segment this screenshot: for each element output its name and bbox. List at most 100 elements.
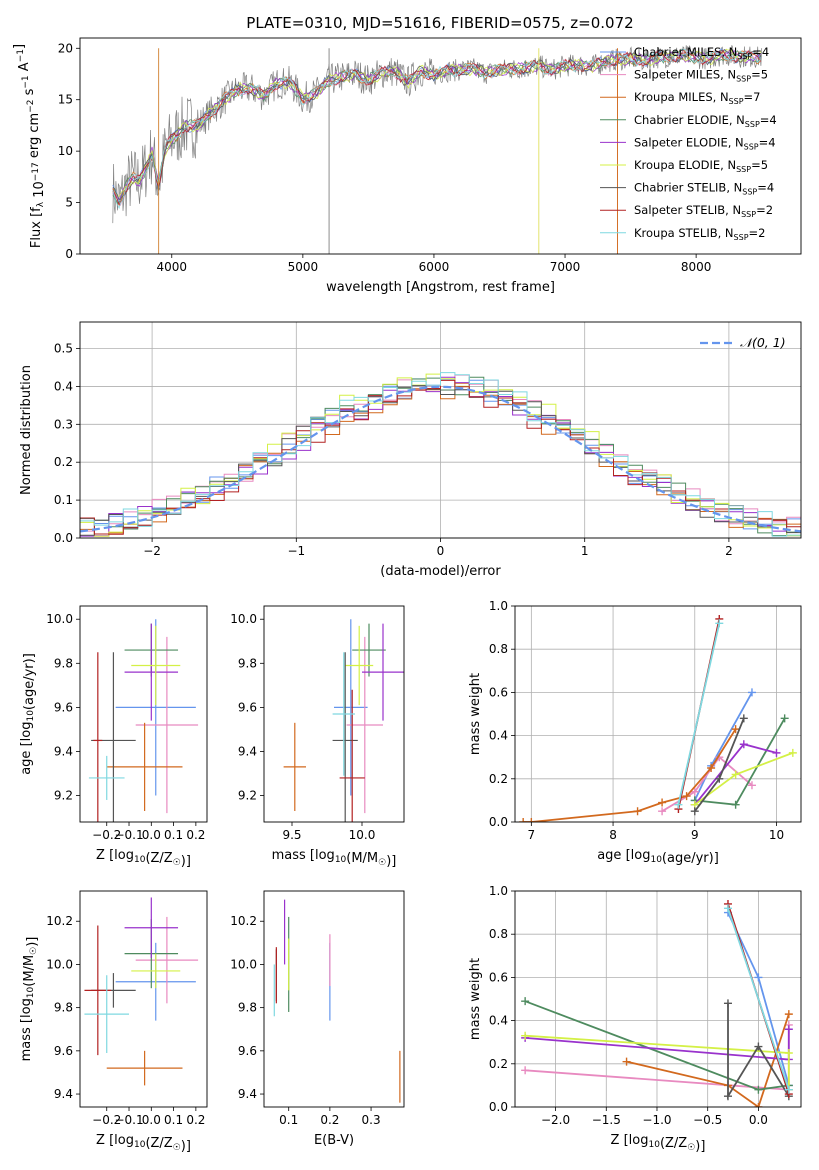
x-axis-label: age [log10(age/yr)] [597, 848, 719, 866]
spectrum-model-line [112, 49, 761, 201]
x-tick-label: −0.2 [92, 828, 121, 842]
label-span: mass weight [468, 958, 483, 1040]
legend-sub: SSP [729, 97, 744, 106]
label-span: (age/yr)] [22, 653, 37, 710]
y-tick-label: 10.0 [230, 612, 257, 626]
weight-marker [723, 904, 732, 913]
y-tick-label: 9.8 [238, 656, 257, 670]
weight-marker [788, 748, 797, 757]
legend-text: Kroupa MILES, N [634, 90, 729, 104]
legend-label: Chabrier STELIB, NSSP=4 [634, 181, 774, 197]
weight-marker [527, 818, 536, 822]
x-axis-label: E(B-V) [314, 1133, 354, 1148]
weight-marker [658, 798, 667, 807]
x-axis-label: Z [log10(Z/Z☉)] [611, 1133, 706, 1154]
label-span: Z [ [96, 1133, 114, 1148]
label-span: λ [36, 201, 46, 207]
legend-text: Salpeter ELODIE, N [634, 135, 744, 149]
legend-tail: =4 [752, 45, 769, 59]
label-span: (M/M [22, 955, 37, 987]
y-axis-label: age [log10(age/yr)] [19, 653, 37, 775]
y-tick-label: 9.4 [238, 1087, 257, 1101]
legend-tail: =2 [749, 226, 766, 240]
weight_vs_Z-plot [521, 899, 793, 1107]
errorbar-point [339, 689, 365, 822]
weight-marker [754, 1042, 763, 1051]
weight-marker [674, 800, 683, 809]
y-tick-label: 20 [58, 41, 73, 55]
x-tick-label: 0.1 [279, 1113, 298, 1127]
legend-tail: =4 [759, 135, 776, 149]
y-tick-label: 0.2 [489, 1057, 508, 1071]
errorbar-point [345, 625, 374, 706]
spectrum-title: PLATE=0310, MJD=51616, FIBERID=0575, z=0… [246, 14, 633, 32]
label-span: mass weight [468, 673, 483, 755]
y-axis-label: mass weight [468, 958, 483, 1040]
y-tick-label: 5 [65, 196, 73, 210]
y-tick-label: 0.1 [54, 493, 73, 507]
weight-line [727, 1003, 790, 1100]
x-tick-label: 5000 [288, 260, 319, 274]
weight-series [690, 714, 748, 816]
weight-line [661, 755, 753, 812]
y-tick-label: 10.0 [46, 612, 73, 626]
x-axis-label: Z [log10(Z/Z☉)] [96, 848, 191, 869]
legend-sub: SSP [736, 75, 751, 84]
errorbar-point [93, 652, 103, 822]
x-axis-label: Z [log10(Z/Z☉)] [96, 1133, 191, 1154]
spectrum-model-line [112, 49, 762, 207]
label-span: log [629, 1133, 649, 1148]
label-sub: 10 [650, 855, 662, 865]
legend-text: Chabrier STELIB, N [634, 181, 742, 195]
x-axis-label: (data-model)/error [380, 564, 501, 579]
weight-series [723, 999, 793, 1101]
spectrum-model-line [112, 48, 762, 200]
y-tick-label: 9.4 [238, 744, 257, 758]
y-tick-label: 9.6 [238, 1044, 257, 1058]
axes-weight_vs_Z: −2.0 −1.5 −1.0 −0.5 0.0 0.0 0.2 0.4 0.6 0.8 1.0 Z [… [468, 884, 801, 1154]
axes-spectrum: 4000 5000 6000 7000 8000 0 5 10 15 20 wavelength [… [12, 41, 711, 295]
x-tick-label: −1.0 [642, 1113, 671, 1127]
legend-sub: SSP [734, 233, 749, 242]
label-span: Normed distribution [19, 365, 34, 495]
y-tick-label: 0.2 [489, 772, 508, 786]
legend-tail: =4 [760, 113, 777, 127]
weight-line [626, 1013, 790, 1107]
spectrum-frame [79, 37, 802, 255]
x-tick-label: 0 [437, 544, 445, 558]
y-tick-label: 9.4 [54, 1087, 73, 1101]
weight-marker [723, 999, 732, 1008]
legend-tail: =5 [751, 68, 768, 82]
x-tick-label: 6000 [419, 260, 450, 274]
label-span: wavelength [Angstrom, rest frame] [326, 280, 555, 295]
legend-tail: =2 [756, 203, 773, 217]
x-tick-label: 1 [581, 544, 589, 558]
x-tick-label: 0.0 [749, 1113, 768, 1127]
label-span: erg cm [27, 113, 42, 162]
y-tick-label: 0.0 [489, 1100, 508, 1114]
x-tick-label: −1 [287, 544, 305, 558]
x-tick-label: 0.0 [142, 1113, 161, 1127]
x-tick-label: −0.2 [92, 1113, 121, 1127]
y-tick-label: 9.8 [54, 1001, 73, 1015]
weight-marker [690, 787, 699, 796]
x-tick-label: 7000 [550, 260, 581, 274]
legend-label: Chabrier ELODIE, NSSP=4 [634, 113, 777, 129]
x-tick-label: 0.1 [164, 1113, 183, 1127]
mass_vs_Z-frame [79, 890, 208, 1108]
legend-sub: SSP [744, 142, 759, 151]
errorbar-point [135, 636, 199, 814]
label-span: (Z/Z [145, 851, 172, 866]
x-tick-label: 10.0 [349, 828, 376, 842]
legend-sub: SSP [736, 165, 751, 174]
x-tick-label: 0.1 [164, 828, 183, 842]
label-span: −1 [21, 75, 31, 88]
normal-curve [80, 385, 801, 533]
errorbar-point [88, 755, 125, 800]
weight-line [694, 717, 745, 812]
axes-residuals: −2 −1 0 1 2 0.0 0.1 0.2 0.3 0.4 0.5 (data-model)/er… [19, 322, 801, 579]
x-tick-label: 4000 [156, 260, 187, 274]
x-axis-label: wavelength [Angstrom, rest frame] [326, 280, 555, 295]
weight-marker [784, 1010, 793, 1019]
